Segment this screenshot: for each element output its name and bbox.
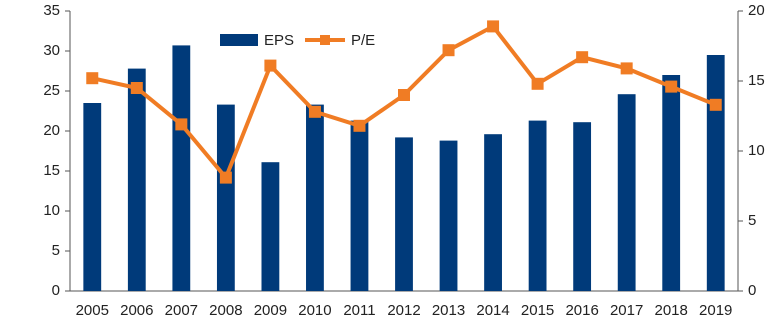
- marker: [308, 105, 321, 118]
- bar: [261, 162, 280, 291]
- marker: [398, 89, 410, 101]
- y-tick-label: 35: [43, 2, 60, 19]
- legend-label: EPS: [264, 32, 294, 49]
- bar: [127, 68, 146, 291]
- marker: [665, 80, 678, 93]
- bar: [617, 94, 636, 291]
- marker: [442, 44, 455, 57]
- bar: [484, 134, 502, 291]
- x-tick-label: 2009: [254, 302, 287, 319]
- marker: [175, 118, 188, 131]
- x-tick-label: 2015: [521, 302, 554, 319]
- bar: [662, 75, 681, 291]
- bar: [216, 104, 235, 291]
- marker: [531, 77, 544, 90]
- legend-swatch: [320, 35, 330, 45]
- y2-tick-label: 10: [748, 142, 765, 159]
- marker: [620, 62, 633, 75]
- y-tick-label: 10: [43, 202, 60, 219]
- y2-tick-label: 0: [748, 282, 756, 299]
- bar: [439, 140, 458, 291]
- x-tick-label: 2005: [76, 302, 109, 319]
- x-tick-label: 2006: [120, 302, 153, 319]
- bar: [306, 104, 324, 291]
- marker: [487, 20, 500, 33]
- marker: [86, 72, 99, 85]
- y2-tick-label: 20: [748, 2, 765, 19]
- x-tick-label: 2010: [298, 302, 331, 319]
- marker: [709, 98, 722, 111]
- marker: [576, 51, 589, 64]
- legend-swatch: [220, 34, 258, 46]
- bar: [706, 55, 725, 291]
- x-tick-label: 2013: [432, 302, 465, 319]
- x-tick-label: 2019: [699, 302, 732, 319]
- bar: [395, 137, 413, 291]
- y-tick-label: 30: [43, 42, 60, 59]
- marker: [219, 171, 232, 184]
- x-tick-label: 2012: [387, 302, 420, 319]
- y-tick-label: 0: [52, 282, 60, 299]
- x-tick-label: 2011: [343, 302, 375, 319]
- y-tick-label: 20: [43, 122, 60, 139]
- x-tick-label: 2018: [655, 302, 688, 319]
- bar: [83, 103, 102, 291]
- bar: [528, 120, 547, 291]
- y-tick-label: 15: [43, 162, 60, 179]
- y-tick-label: 25: [43, 82, 60, 99]
- marker: [264, 59, 277, 72]
- x-tick-label: 2008: [209, 302, 242, 319]
- bar: [350, 120, 369, 291]
- marker: [353, 119, 366, 132]
- y-tick-label: 5: [52, 242, 60, 259]
- legend-label: P/E: [351, 32, 375, 49]
- bar: [573, 122, 592, 291]
- x-tick-label: 2017: [610, 302, 643, 319]
- y2-tick-label: 15: [748, 72, 765, 89]
- marker: [130, 82, 143, 94]
- y2-tick-label: 5: [748, 212, 756, 229]
- x-tick-label: 2016: [565, 302, 598, 319]
- bar: [172, 45, 191, 292]
- x-tick-label: 2007: [165, 302, 198, 319]
- x-tick-label: 2014: [476, 302, 509, 319]
